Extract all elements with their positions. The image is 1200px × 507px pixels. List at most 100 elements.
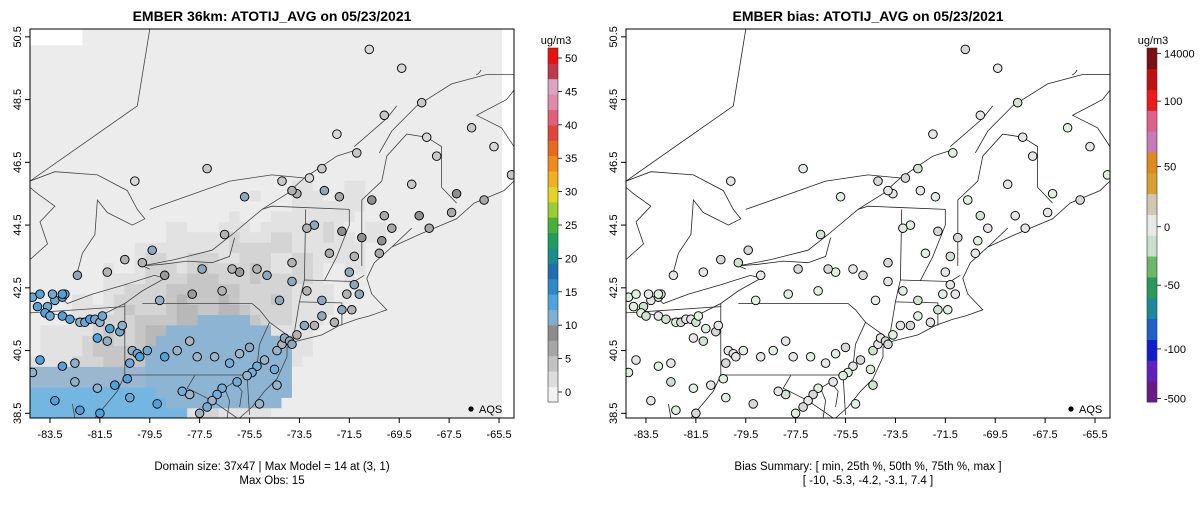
grid-cell bbox=[438, 97, 450, 109]
grid-cell bbox=[229, 231, 241, 243]
grid-cell bbox=[103, 66, 115, 77]
grid-cell bbox=[113, 314, 125, 326]
grid-cell bbox=[113, 179, 125, 191]
grid-cell bbox=[250, 138, 262, 150]
grid-cell bbox=[438, 200, 450, 212]
site-marker bbox=[117, 320, 128, 331]
grid-cell bbox=[103, 107, 115, 119]
grid-cell bbox=[187, 273, 199, 285]
grid-cell bbox=[250, 159, 262, 171]
grid-cell bbox=[61, 252, 73, 264]
grid-cell bbox=[470, 252, 482, 264]
grid-cell bbox=[155, 231, 167, 243]
legend-label: AQS bbox=[1079, 404, 1102, 416]
site-marker bbox=[905, 320, 916, 331]
grid-cell bbox=[480, 86, 492, 98]
grid-cell bbox=[312, 76, 324, 88]
grid-cell bbox=[71, 128, 83, 140]
grid-cell bbox=[291, 304, 304, 316]
grid-cell bbox=[323, 190, 335, 202]
grid-cell bbox=[40, 376, 52, 388]
grid-cell bbox=[176, 169, 188, 181]
grid-cell bbox=[50, 107, 63, 119]
map-boundaries bbox=[626, 29, 1110, 418]
grid-cell bbox=[218, 128, 230, 140]
grid-cell bbox=[218, 148, 230, 160]
grid-cell bbox=[103, 76, 115, 88]
grid-cell bbox=[113, 397, 125, 409]
grid-cell bbox=[176, 242, 188, 253]
grid-cell bbox=[218, 190, 230, 202]
grid-cell bbox=[396, 376, 408, 388]
grid-cell bbox=[281, 376, 293, 388]
grid-cell bbox=[113, 55, 125, 67]
site-marker bbox=[743, 245, 753, 255]
grid-cell bbox=[197, 345, 209, 357]
grid-cell bbox=[208, 221, 220, 233]
grid-cell bbox=[459, 179, 471, 191]
grid-cell bbox=[82, 76, 94, 88]
colorbar-swatches bbox=[1147, 48, 1157, 403]
site-marker bbox=[898, 286, 908, 296]
grid-cell bbox=[323, 376, 335, 388]
grid-cell bbox=[166, 159, 178, 171]
grid-cell bbox=[166, 397, 178, 409]
grid-cell bbox=[239, 314, 251, 326]
grid-cell bbox=[323, 210, 335, 222]
grid-cell bbox=[250, 376, 262, 388]
grid-cell bbox=[449, 179, 461, 191]
grid-cell bbox=[333, 97, 345, 109]
site-marker bbox=[925, 317, 936, 328]
grid-cell bbox=[354, 304, 366, 316]
grid-cell bbox=[50, 221, 63, 233]
grid-cell bbox=[312, 376, 324, 388]
grid-cell bbox=[239, 345, 251, 357]
grid-cell bbox=[103, 128, 115, 140]
grid-cell bbox=[470, 376, 482, 388]
site-marker bbox=[973, 236, 983, 246]
grid-cell bbox=[417, 190, 429, 202]
grid-cell bbox=[82, 324, 94, 336]
grid-cell bbox=[82, 304, 94, 316]
grid-cell bbox=[428, 262, 440, 274]
grid-cell bbox=[187, 376, 199, 388]
grid-cell bbox=[155, 221, 167, 233]
site-marker bbox=[30, 367, 38, 378]
grid-cell bbox=[30, 314, 42, 326]
grid-cell bbox=[103, 345, 115, 357]
grid-cell bbox=[459, 76, 471, 88]
grid-cell bbox=[459, 117, 471, 129]
grid-cell bbox=[449, 252, 461, 264]
grid-cell bbox=[344, 55, 356, 67]
site-marker bbox=[374, 248, 385, 259]
site-marker bbox=[808, 389, 818, 400]
site-marker bbox=[254, 399, 265, 409]
grid-cell bbox=[375, 66, 387, 77]
site-marker bbox=[691, 408, 701, 418]
grid-cell bbox=[113, 366, 125, 378]
grid-cell bbox=[291, 231, 304, 243]
grid-cell bbox=[113, 169, 125, 181]
grid-cell bbox=[365, 386, 377, 398]
site-marker bbox=[232, 377, 242, 387]
grid-cell bbox=[187, 304, 199, 316]
grid-cell bbox=[113, 242, 125, 253]
grid-cell bbox=[271, 179, 283, 191]
grid-cell bbox=[208, 138, 220, 150]
grid-cell bbox=[239, 128, 251, 140]
colorbar-swatch bbox=[548, 371, 558, 388]
boundary-line bbox=[299, 301, 343, 326]
boundary-line bbox=[974, 74, 1110, 154]
colorbar-tick-label: 10 bbox=[565, 320, 577, 332]
y-tick-label: 40.5 bbox=[12, 340, 24, 361]
grid-cell bbox=[281, 262, 293, 274]
grid-cell bbox=[61, 273, 73, 285]
grid-cell bbox=[30, 179, 42, 191]
grid-cell bbox=[386, 169, 398, 181]
grid-cell bbox=[218, 397, 230, 409]
colorbar-tick-label: -100 bbox=[1164, 344, 1186, 356]
grid-cell bbox=[407, 200, 419, 212]
grid-cell bbox=[438, 273, 450, 285]
grid-cell bbox=[30, 407, 42, 418]
grid-cell bbox=[323, 221, 335, 233]
